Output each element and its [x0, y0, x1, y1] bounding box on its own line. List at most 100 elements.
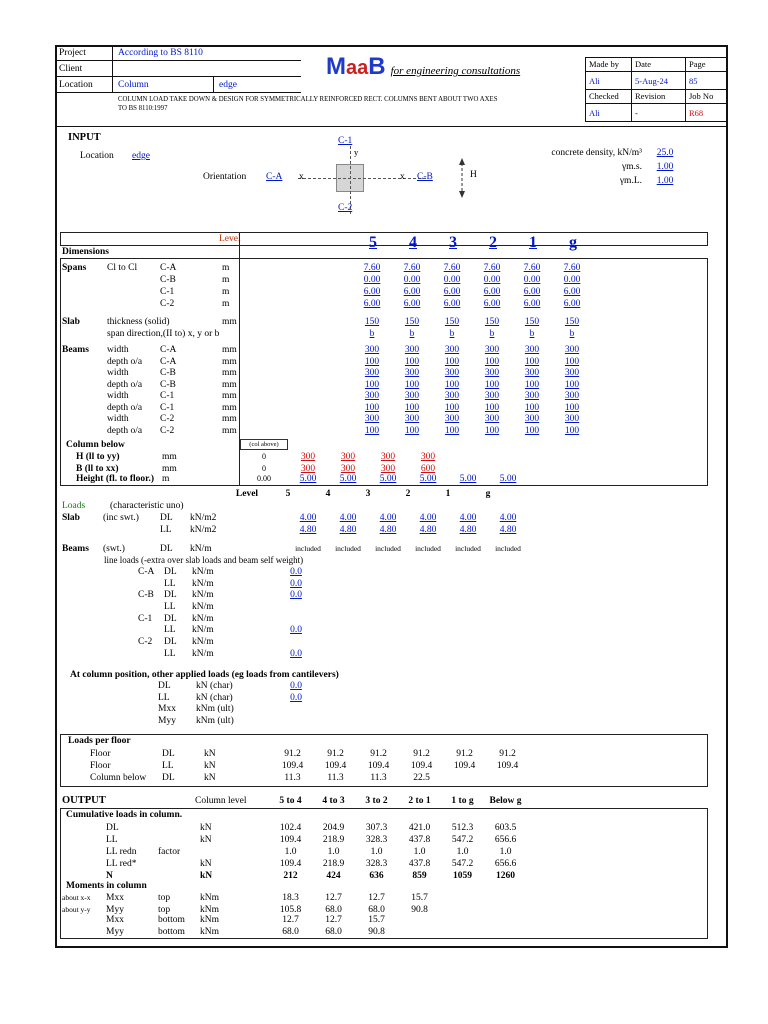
input-location-row: Location edge	[80, 151, 150, 161]
row-unit-label: mm	[162, 463, 177, 474]
value-cell: 0.0	[290, 648, 302, 659]
row-unit-label: kN (char)	[196, 692, 233, 703]
header-divider	[55, 126, 728, 127]
value-cell: 109.4	[496, 761, 519, 771]
revision-label: Revision	[632, 90, 686, 103]
row-name-label: C-A	[160, 263, 177, 273]
diagram-h-label: H	[470, 170, 477, 180]
row-sub-label: (swt.)	[103, 544, 125, 554]
loads-per-floor-rows: Floor DL kN 91.2 91.2 91.2 91.2 91.2 91.…	[62, 748, 529, 784]
height-row: Height (fl. to floor.) m 0.00 5.00 5.00 …	[62, 473, 528, 485]
project-row: Project According to BS 8110	[55, 45, 301, 61]
value-cell: 307.3	[365, 823, 388, 833]
value-cell: 6.00	[523, 299, 541, 309]
value-cell: 0.00	[523, 275, 541, 285]
value-cell: 11.3	[370, 773, 387, 783]
checked-value: Ali	[586, 104, 632, 121]
value-cell: 100	[444, 425, 460, 436]
loads-subtitle: (characteristic uno)	[110, 501, 184, 511]
value-cell: b	[369, 329, 375, 339]
value-cell: 100	[524, 425, 540, 436]
moments-rows: about x-x Mxx top kNm 18.3 12.7 12.7 15.…	[62, 892, 527, 938]
beam-row: width C-2 mm 300 300 300 300 300 300	[62, 414, 592, 426]
label-column-divider	[239, 232, 240, 486]
beam-row: depth o/a C-2 mm 100 100 100 100 100 100	[62, 426, 592, 438]
value-cell: 150	[564, 317, 580, 327]
value-cell: 6.00	[563, 299, 581, 309]
value-cell: included	[335, 544, 361, 553]
value-cell: 4.80	[299, 525, 317, 535]
row-unit-label: kN (char)	[196, 681, 233, 691]
load-type-label: LL	[162, 761, 174, 771]
revision-value: -	[632, 104, 686, 121]
value-cell: 5.00	[379, 474, 397, 484]
revision-block: Made by Date Page Ali 5-Aug-24 85 Checke…	[585, 57, 728, 122]
row-unit-label: kN	[204, 773, 216, 783]
value-cell: 109.4	[410, 761, 433, 771]
cumulative-rows: DL kN 102.4 204.9 307.3 421.0 512.3 603.…	[62, 822, 527, 870]
row-unit-label: kN/m	[190, 544, 212, 554]
row-section-label: Slab	[62, 513, 80, 523]
value-cell: 91.2	[327, 749, 344, 759]
value-cell: 1.0	[284, 847, 297, 857]
span-row: C-B m 0.00 0.00 0.00 0.00 0.00 0.00	[62, 274, 592, 286]
value-cell: 100	[564, 425, 580, 436]
row-name-label: Floor	[90, 761, 111, 771]
page-value: 85	[689, 75, 698, 86]
value-cell: 100	[564, 356, 580, 367]
row-name-label: C-A	[138, 567, 155, 577]
value-cell: 100	[364, 356, 380, 367]
level-cell: 4	[409, 234, 417, 251]
logo-letter-m: M	[326, 53, 346, 80]
level-cell: 2	[489, 234, 497, 251]
orientation-label: Orientation	[203, 172, 247, 182]
density-value: 25.0	[656, 148, 674, 158]
value-cell: 109.4	[453, 761, 476, 771]
value-cell: 424	[326, 871, 341, 881]
line-loads-note: line loads (-extra over slab loads and b…	[104, 555, 304, 565]
loads-per-floor-row: Floor LL kN 109.4 109.4 109.4 109.4 109.…	[62, 760, 529, 772]
load-type-label: DL	[164, 567, 177, 577]
value-cell: 100	[444, 379, 460, 390]
value-cell: 6.00	[363, 299, 381, 309]
row-position-label: factor	[158, 847, 181, 857]
value-cell: 0.00	[403, 275, 421, 285]
value-cell: 68.0	[368, 904, 385, 915]
row-position-label: top	[158, 893, 171, 903]
load-type-label: LL	[164, 625, 176, 636]
value-cell: 100	[564, 379, 580, 390]
row-name-label: C-B	[160, 379, 176, 390]
row-axis-label: about y-y	[62, 904, 91, 914]
slab-row: Slab thickness (solid) mm 150 150 150 15…	[62, 316, 592, 328]
row-unit-label: m	[222, 275, 230, 285]
column-header-cell: 5 to 4	[279, 796, 302, 806]
row-unit-label: kNm	[200, 893, 219, 903]
diagram-x-right-label: x	[400, 172, 405, 182]
page-label: Page	[689, 59, 706, 69]
row-unit-label: mm	[222, 317, 237, 327]
at-column-row: DL kN (char) 0.0	[62, 681, 316, 693]
diagram-ca-label: C-A	[266, 172, 283, 182]
value-cell: 90.8	[411, 904, 428, 915]
value-cell: 0.00	[483, 275, 501, 285]
value-cell: 300	[364, 414, 380, 424]
diagram-vertical-centerline	[350, 146, 351, 214]
value-cell: 4.80	[459, 525, 477, 535]
value-cell: 328.3	[365, 835, 388, 845]
input-section-title: INPUT	[68, 132, 101, 143]
value-cell: 5.00	[499, 474, 517, 484]
diagram-y-axis-label: y	[354, 147, 359, 157]
level-cell: 1	[445, 489, 451, 499]
row-section-label: Slab	[62, 317, 80, 327]
row-name-label: C-B	[160, 275, 176, 285]
value-cell: 68.0	[282, 926, 299, 937]
load-type-label: Myy	[158, 716, 176, 727]
slab-rows: Slab thickness (solid) mm 150 150 150 15…	[62, 316, 592, 340]
value-cell: 100	[564, 402, 580, 413]
row-sub-label: Cl to Cl	[107, 263, 138, 273]
value-cell: 100	[444, 402, 460, 413]
row-name-label: Column below	[90, 773, 147, 783]
output-box	[60, 808, 708, 939]
row-section-label: Spans	[62, 263, 87, 273]
diagram-horizontal-centerline	[298, 178, 426, 179]
